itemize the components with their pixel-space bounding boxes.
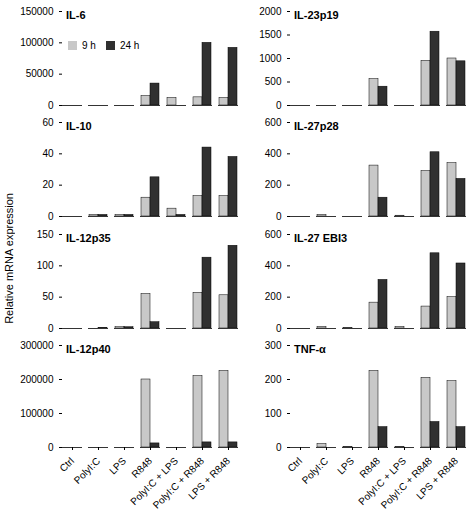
- svg-text:100000: 100000: [20, 37, 54, 48]
- svg-text:500: 500: [265, 76, 282, 87]
- svg-text:0: 0: [276, 322, 282, 333]
- svg-text:50000: 50000: [26, 68, 54, 79]
- svg-text:0: 0: [276, 100, 282, 111]
- svg-text:150000: 150000: [20, 6, 54, 17]
- html-text:IL-12p40: IL-12p40: [66, 342, 111, 355]
- svg-text:0: 0: [48, 100, 54, 111]
- svg-text:PolyI:C: PolyI:C: [300, 455, 331, 486]
- svg-text:600: 600: [265, 228, 282, 239]
- svg-text:150: 150: [37, 228, 54, 239]
- html-text:IL-27 EBI3: IL-27 EBI3: [294, 231, 348, 244]
- svg-text:R848: R848: [357, 455, 383, 480]
- html-text:TNF-α: TNF-α: [294, 342, 326, 355]
- html-text:IL-23p19: IL-23p19: [294, 9, 339, 21]
- svg-text:0: 0: [48, 322, 54, 333]
- svg-text:LPS + R848: LPS + R848: [414, 455, 460, 501]
- svg-text:0: 0: [48, 441, 54, 452]
- svg-text:200: 200: [265, 291, 282, 302]
- svg-text:1500: 1500: [259, 29, 282, 40]
- svg-text:PolyI:C + LPS: PolyI:C + LPS: [356, 455, 409, 507]
- html-text:IL-12p35: IL-12p35: [66, 231, 111, 244]
- svg-text:100: 100: [37, 260, 54, 271]
- svg-text:200000: 200000: [20, 373, 54, 384]
- svg-text:20: 20: [42, 180, 54, 191]
- html-text:Relative mRNA expression: Relative mRNA expression: [3, 193, 15, 324]
- svg-text:LPS: LPS: [335, 455, 356, 476]
- svg-text:400: 400: [265, 148, 282, 159]
- svg-text:PolyI:C + R848: PolyI:C + R848: [378, 455, 435, 511]
- svg-text:40: 40: [42, 148, 54, 159]
- svg-text:50: 50: [42, 291, 54, 302]
- svg-text:R848: R848: [129, 455, 155, 480]
- svg-text:400: 400: [265, 260, 282, 271]
- svg-text:200: 200: [265, 180, 282, 191]
- svg-text:300: 300: [265, 339, 282, 350]
- svg-text:PolyI:C + R848: PolyI:C + R848: [150, 455, 207, 511]
- svg-text:2000: 2000: [259, 6, 282, 17]
- svg-text:LPS + R848: LPS + R848: [186, 455, 232, 501]
- svg-text:PolyI:C + LPS: PolyI:C + LPS: [128, 455, 181, 507]
- html-text:9 h: 9 h: [82, 40, 96, 51]
- html-text:IL-6: IL-6: [66, 9, 86, 21]
- html-text:IL-10: IL-10: [66, 120, 92, 133]
- svg-text:0: 0: [48, 211, 54, 222]
- svg-text:Ctrl: Ctrl: [57, 455, 76, 474]
- svg-text:100: 100: [265, 407, 282, 418]
- svg-text:0: 0: [276, 441, 282, 452]
- svg-text:300000: 300000: [20, 339, 54, 350]
- svg-text:100000: 100000: [20, 407, 54, 418]
- svg-text:0: 0: [276, 211, 282, 222]
- svg-text:1000: 1000: [259, 53, 282, 64]
- svg-text:60: 60: [42, 117, 54, 128]
- html-text:IL-27p28: IL-27p28: [294, 120, 339, 133]
- svg-text:600: 600: [265, 117, 282, 128]
- svg-text:PolyI:C: PolyI:C: [72, 455, 103, 486]
- svg-text:Ctrl: Ctrl: [285, 455, 304, 474]
- html-text:24 h: 24 h: [119, 40, 140, 51]
- svg-text:LPS: LPS: [107, 455, 128, 476]
- svg-text:200: 200: [265, 373, 282, 384]
